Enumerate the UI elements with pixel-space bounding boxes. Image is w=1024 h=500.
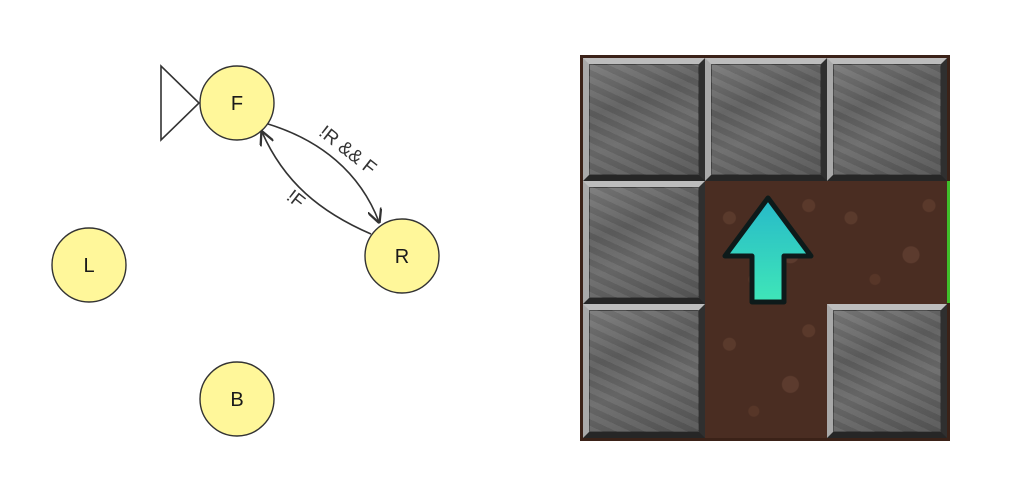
state-label: L (83, 255, 94, 277)
state-l[interactable]: L (51, 227, 127, 303)
wall-tile (827, 304, 947, 438)
state-circle (364, 218, 440, 294)
goal-edge (947, 181, 950, 303)
edge-label-r-to-f: !F (282, 186, 308, 213)
gridworld (580, 55, 950, 441)
state-label: R (395, 246, 409, 268)
wall-tile (583, 58, 705, 181)
edge-line (267, 123, 379, 222)
state-circle (51, 227, 127, 303)
wall-tile (583, 304, 705, 438)
state-b[interactable]: B (199, 361, 275, 437)
edge-line (262, 132, 372, 235)
floor-tile (705, 304, 827, 438)
agent-arrow-up-icon (722, 195, 814, 305)
floor-tile (827, 181, 947, 304)
automaton-diagram: !R && F !F F R L B (51, 64, 440, 437)
state-circle (199, 361, 275, 437)
state-circle (199, 65, 275, 141)
initial-state-icon (160, 64, 201, 142)
state-label: B (230, 389, 243, 411)
state-f[interactable]: F (199, 65, 275, 141)
state-r[interactable]: R (364, 218, 440, 294)
wall-tile (705, 58, 827, 181)
wall-tile (583, 181, 705, 304)
wall-tile (827, 58, 947, 181)
state-label: F (231, 93, 243, 115)
